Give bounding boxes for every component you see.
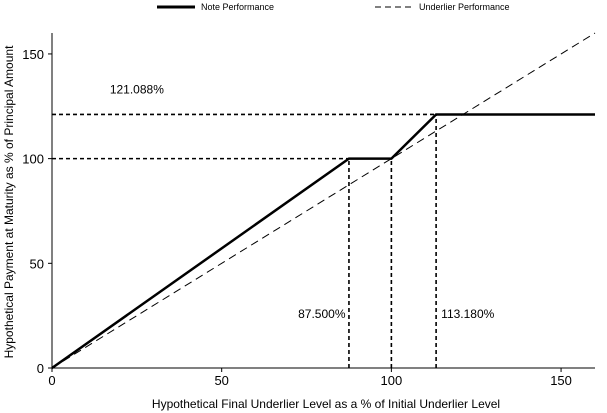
y-tick-label: 150 (22, 47, 44, 62)
annotations: 121.088% 87.500% 113.180% (110, 83, 495, 321)
legend: Note Performance Underlier Performance (157, 2, 510, 12)
x-tick-label: 0 (48, 373, 55, 388)
legend-label-underlier-performance: Underlier Performance (419, 2, 510, 12)
annotation-label: 121.088% (110, 83, 164, 97)
y-axis-label: Hypothetical Payment at Maturity as % of… (2, 45, 16, 358)
series-line-underlier-performance (51, 32, 596, 369)
y-tick-label: 0 (37, 361, 44, 376)
y-tick-label: 50 (30, 256, 44, 271)
series-lines (51, 32, 596, 370)
legend-label-note-performance: Note Performance (201, 2, 274, 12)
reference-lines (52, 113, 437, 368)
x-tick-label: 150 (550, 373, 572, 388)
axes: 0 50 100 150 0 50 100 150 (22, 33, 595, 388)
annotation-label: 113.180% (441, 307, 494, 321)
x-tick-label: 100 (381, 373, 403, 388)
y-tick-label: 100 (22, 152, 44, 167)
series-line-note-performance (51, 113, 595, 370)
x-tick-label: 50 (214, 373, 228, 388)
x-axis-label: Hypothetical Final Underlier Level as a … (152, 397, 500, 411)
annotation-label: 87.500% (298, 307, 346, 321)
